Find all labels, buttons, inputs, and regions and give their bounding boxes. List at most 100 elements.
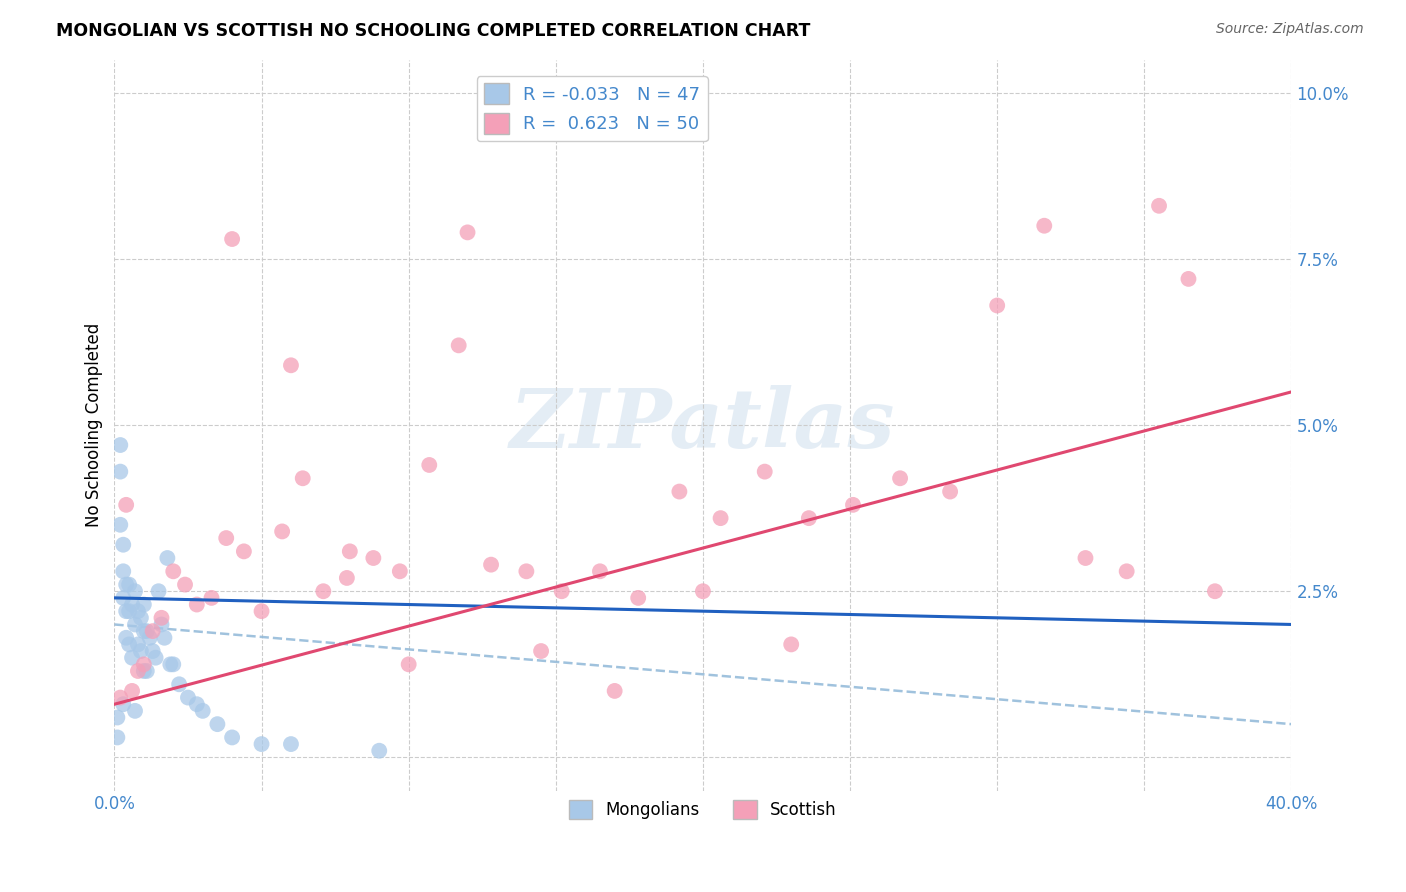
Point	[127, 664, 149, 678]
Point	[129, 644, 152, 658]
Point	[118, 604, 141, 618]
Point	[627, 591, 650, 605]
Point	[110, 517, 132, 532]
Point	[692, 584, 714, 599]
Point	[142, 624, 165, 639]
Point	[110, 465, 132, 479]
Point	[336, 571, 359, 585]
Point	[530, 644, 553, 658]
Point	[368, 744, 391, 758]
Point	[112, 538, 135, 552]
Point	[105, 731, 128, 745]
Point	[105, 710, 128, 724]
Legend: Mongolians, Scottish: Mongolians, Scottish	[562, 794, 844, 826]
Point	[177, 690, 200, 705]
Point	[112, 591, 135, 605]
Point	[710, 511, 733, 525]
Point	[121, 650, 143, 665]
Point	[115, 604, 138, 618]
Point	[167, 677, 190, 691]
Point	[186, 598, 208, 612]
Point	[232, 544, 254, 558]
Text: MONGOLIAN VS SCOTTISH NO SCHOOLING COMPLETED CORRELATION CHART: MONGOLIAN VS SCOTTISH NO SCHOOLING COMPL…	[56, 22, 811, 40]
Point	[124, 704, 146, 718]
Point	[363, 551, 385, 566]
Point	[889, 471, 911, 485]
Point	[110, 690, 132, 705]
Y-axis label: No Schooling Completed: No Schooling Completed	[86, 323, 103, 527]
Point	[250, 604, 273, 618]
Point	[145, 650, 167, 665]
Point	[418, 458, 440, 472]
Point	[280, 359, 302, 373]
Point	[668, 484, 690, 499]
Point	[1204, 584, 1226, 599]
Point	[118, 637, 141, 651]
Point	[150, 617, 173, 632]
Point	[138, 631, 160, 645]
Point	[589, 564, 612, 578]
Point	[121, 598, 143, 612]
Point	[312, 584, 335, 599]
Point	[156, 551, 179, 566]
Point	[127, 637, 149, 651]
Point	[986, 298, 1008, 312]
Point	[159, 657, 181, 672]
Point	[186, 697, 208, 711]
Point	[457, 226, 479, 240]
Point	[124, 584, 146, 599]
Point	[127, 604, 149, 618]
Point	[797, 511, 820, 525]
Point	[603, 684, 626, 698]
Point	[132, 598, 155, 612]
Point	[339, 544, 361, 558]
Point	[207, 717, 229, 731]
Point	[515, 564, 537, 578]
Point	[479, 558, 502, 572]
Point	[174, 577, 197, 591]
Point	[271, 524, 294, 539]
Point	[135, 664, 157, 678]
Point	[148, 584, 170, 599]
Point	[162, 657, 184, 672]
Point	[1074, 551, 1097, 566]
Point	[142, 644, 165, 658]
Point	[1147, 199, 1170, 213]
Point	[132, 624, 155, 639]
Text: Source: ZipAtlas.com: Source: ZipAtlas.com	[1216, 22, 1364, 37]
Point	[115, 631, 138, 645]
Point	[121, 684, 143, 698]
Point	[388, 564, 411, 578]
Point	[200, 591, 222, 605]
Point	[280, 737, 302, 751]
Point	[150, 611, 173, 625]
Text: ZIPatlas: ZIPatlas	[510, 385, 896, 465]
Point	[780, 637, 803, 651]
Point	[191, 704, 214, 718]
Point	[129, 611, 152, 625]
Point	[135, 624, 157, 639]
Point	[124, 617, 146, 632]
Point	[112, 697, 135, 711]
Point	[1115, 564, 1137, 578]
Point	[153, 631, 176, 645]
Point	[398, 657, 420, 672]
Point	[132, 664, 155, 678]
Point	[132, 657, 155, 672]
Point	[250, 737, 273, 751]
Point	[118, 577, 141, 591]
Point	[1177, 272, 1199, 286]
Point	[221, 731, 243, 745]
Point	[115, 498, 138, 512]
Point	[221, 232, 243, 246]
Point	[842, 498, 865, 512]
Point	[215, 531, 238, 545]
Point	[550, 584, 572, 599]
Point	[447, 338, 470, 352]
Point	[112, 564, 135, 578]
Point	[754, 465, 776, 479]
Point	[162, 564, 184, 578]
Point	[110, 438, 132, 452]
Point	[939, 484, 962, 499]
Point	[291, 471, 314, 485]
